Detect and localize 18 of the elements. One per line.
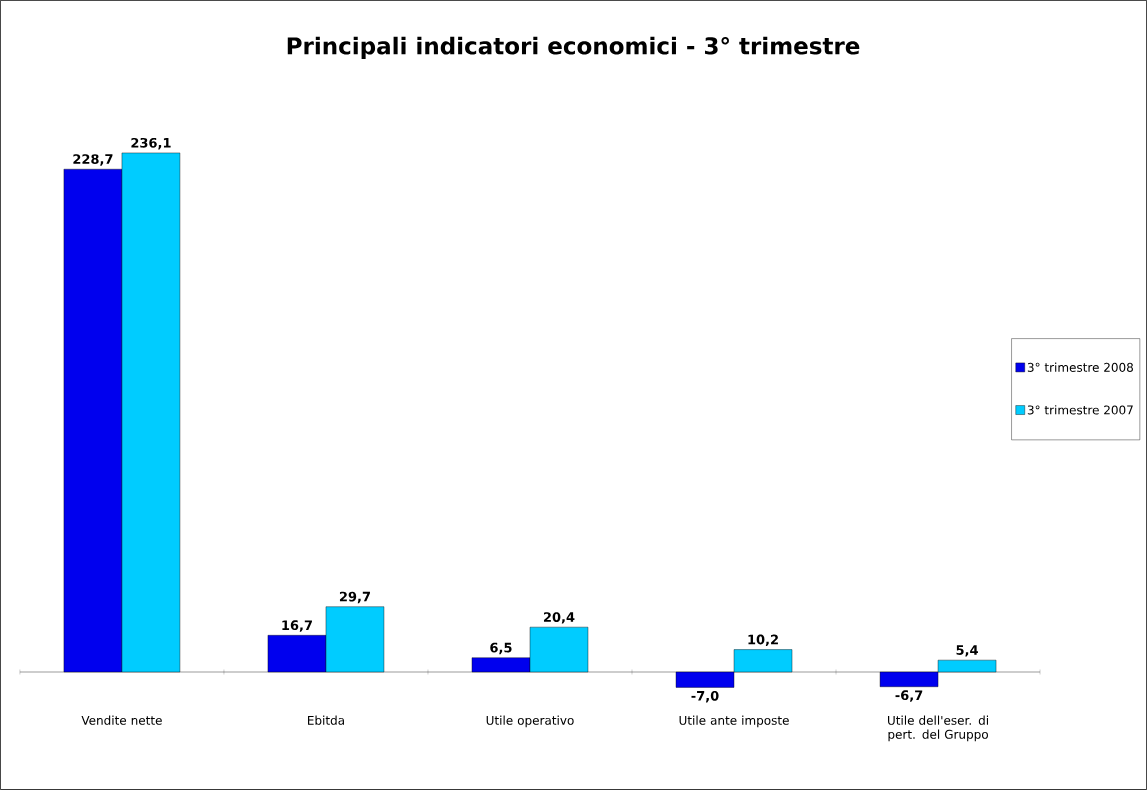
- legend-label: 3° trimestre 2008: [1027, 362, 1133, 372]
- data-label: 6,5: [490, 642, 512, 655]
- x-tick-label: Utile ante imposte: [679, 715, 789, 728]
- data-label: -6,7: [895, 690, 923, 702]
- x-tick-label: Ebitda: [308, 715, 344, 725]
- x-tick-label: Utile operativo: [486, 715, 574, 728]
- data-label: 10,2: [748, 634, 778, 647]
- data-label: 20,4: [543, 612, 575, 624]
- x-tick-label: Utile dell'eser. di pert. del Gruppo: [888, 715, 988, 742]
- legend-label: 3° trimestre 2007: [1027, 405, 1133, 415]
- data-label: 29,7: [339, 591, 370, 604]
- data-label: -7,0: [691, 690, 719, 703]
- data-label: 16,7: [282, 620, 312, 632]
- data-label: 5,4: [956, 645, 978, 657]
- data-label: 228,7: [73, 154, 113, 166]
- x-tick-label: Vendite nette: [81, 715, 162, 725]
- chart-title: Principali indicatori economici - 3° trimestre: [287, 36, 860, 60]
- data-label: 236,1: [131, 137, 171, 150]
